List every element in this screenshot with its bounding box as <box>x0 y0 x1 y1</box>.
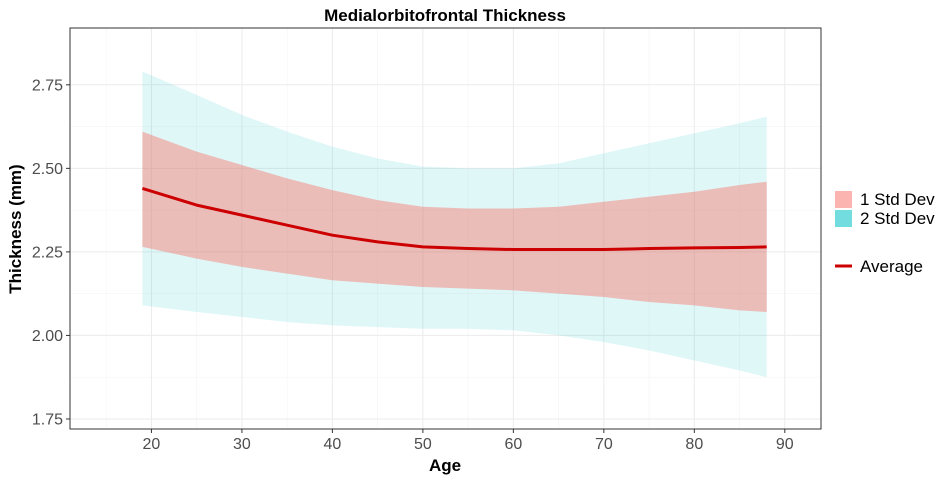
chart-title: Medialorbitofrontal Thickness <box>324 6 566 25</box>
y-tick-label: 2.00 <box>32 328 63 345</box>
x-axis: 20 30 40 50 60 70 80 90 <box>143 429 794 453</box>
y-tick-label: 2.25 <box>32 244 63 261</box>
legend-label: 2 Std Dev <box>860 209 935 228</box>
x-tick-label: 80 <box>685 436 703 453</box>
x-tick-label: 60 <box>504 436 522 453</box>
legend-label: 1 Std Dev <box>860 190 935 209</box>
plot-panel <box>69 27 822 430</box>
x-axis-title: Age <box>429 456 461 475</box>
legend-key-2-std-dev <box>835 210 852 227</box>
ribbon-2-std-dev <box>142 71 767 378</box>
y-tick-label: 1.75 <box>32 411 63 428</box>
x-tick-label: 30 <box>233 436 251 453</box>
y-tick-label: 2.75 <box>32 77 63 94</box>
average-line <box>141 186 767 252</box>
legend-key-1-std-dev <box>835 191 852 208</box>
y-axis: 1.75 2.00 2.25 2.50 2.75 <box>32 77 70 428</box>
x-tick-label: 70 <box>595 436 613 453</box>
legend-label: Average <box>860 257 923 276</box>
y-tick-label: 2.50 <box>32 161 63 178</box>
x-tick-label: 90 <box>776 436 794 453</box>
ribbon-1-std-dev <box>142 131 767 313</box>
x-tick-label: 20 <box>143 436 161 453</box>
x-tick-label: 50 <box>414 436 432 453</box>
x-tick-label: 40 <box>323 436 341 453</box>
y-axis-title: Thickness (mm) <box>6 164 25 293</box>
panel-border <box>69 27 822 430</box>
